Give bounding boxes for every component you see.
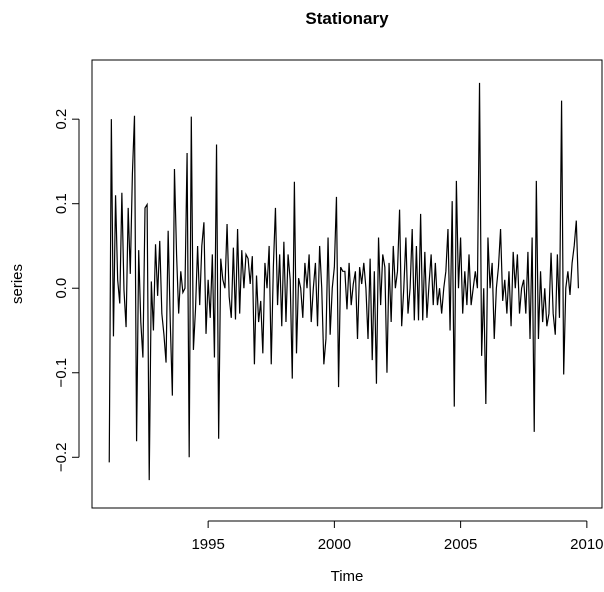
y-tick-label: −0.1 — [53, 358, 70, 388]
y-tick-label: 0.2 — [53, 109, 70, 130]
series-line — [108, 82, 580, 481]
x-tick-label: 1995 — [191, 536, 224, 553]
x-tick-label: 2005 — [444, 536, 477, 553]
x-axis-label: Time — [331, 568, 364, 585]
x-axis: 1995 2000 2005 2010 — [191, 520, 604, 553]
y-axis: −0.2 −0.1 0.0 0.1 0.2 — [53, 109, 80, 472]
y-tick-label: 0.1 — [53, 193, 70, 214]
y-axis-label: series — [9, 264, 26, 304]
plot-frame — [91, 59, 603, 509]
chart-title: Stationary — [305, 9, 389, 28]
y-tick-label: 0.0 — [53, 278, 70, 299]
x-tick-label: 2000 — [318, 536, 351, 553]
x-tick-label: 2010 — [570, 536, 603, 553]
y-tick-label: −0.2 — [53, 442, 70, 472]
